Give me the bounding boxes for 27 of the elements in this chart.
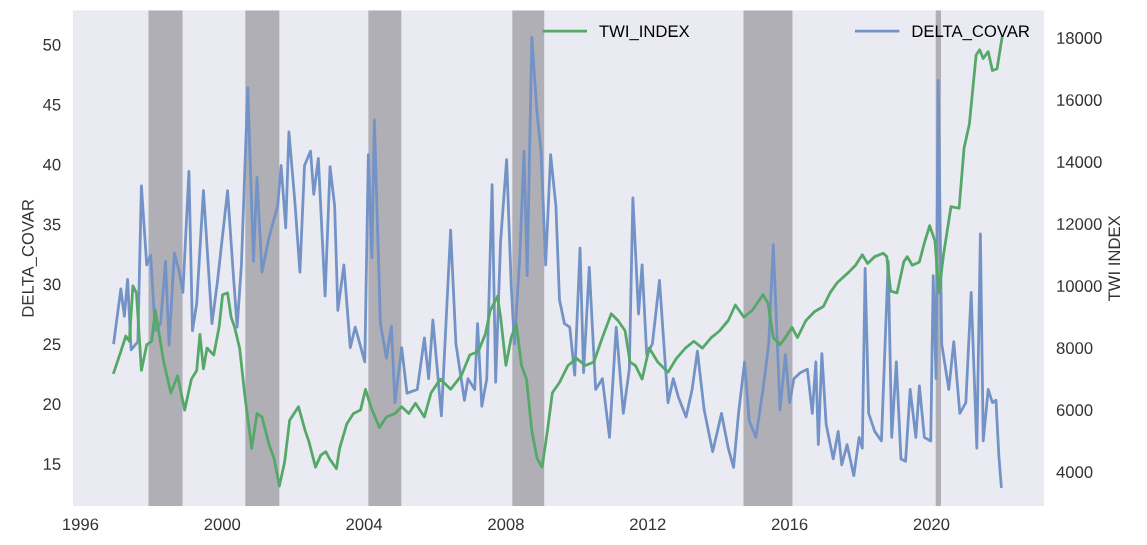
y-tick-label: 30	[43, 278, 61, 291]
x-tick-label: 2000	[204, 518, 241, 531]
y2-tick-label: 4000	[1056, 466, 1093, 479]
x-tick-label: 2008	[488, 518, 524, 531]
y-tick-label: 50	[43, 38, 61, 51]
y-tick-label: 25	[43, 338, 61, 351]
legend-label: TWI_INDEX	[599, 25, 690, 41]
y2-tick-label: 16000	[1057, 94, 1102, 106]
y2-tick-label: 10000	[1057, 280, 1102, 292]
y-tick-label: 20	[43, 398, 61, 411]
legend-label: DELTA_COVAR	[912, 25, 1030, 41]
y-tick-label: 45	[43, 99, 61, 111]
x-tick-label: 2016	[771, 518, 808, 531]
y2-tick-label: 8000	[1056, 342, 1093, 354]
x-tick-label: 2020	[913, 518, 950, 531]
y-tick-label: 15	[43, 458, 61, 470]
y2-axis-title: TWI INDEX	[1108, 215, 1120, 302]
y2-tick-label: 14000	[1057, 156, 1102, 168]
x-tick-label: 1996	[63, 518, 99, 531]
x-tick-label: 2012	[630, 518, 666, 531]
y-axis-title: DELTA_COVAR	[21, 199, 37, 317]
y2-tick-label: 12000	[1057, 218, 1102, 230]
x-tick-label: 2004	[346, 518, 383, 531]
y2-tick-label: 18000	[1057, 32, 1102, 44]
y2-tick-label: 6000	[1056, 404, 1093, 416]
y-tick-label: 40	[43, 158, 61, 171]
y-tick-label: 35	[43, 218, 61, 231]
